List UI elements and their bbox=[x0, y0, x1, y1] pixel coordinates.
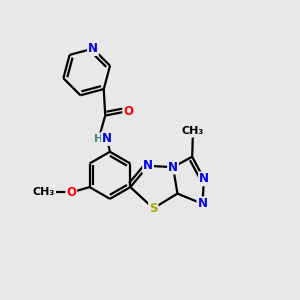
Text: O: O bbox=[123, 105, 133, 118]
Text: O: O bbox=[66, 186, 76, 199]
Text: N: N bbox=[88, 42, 98, 55]
Text: S: S bbox=[149, 202, 158, 215]
Text: H: H bbox=[94, 134, 104, 143]
Text: N: N bbox=[168, 160, 178, 174]
Text: N: N bbox=[102, 132, 112, 145]
Text: N: N bbox=[143, 159, 153, 172]
Text: N: N bbox=[199, 172, 209, 185]
Text: N: N bbox=[197, 197, 208, 210]
Text: CH₃: CH₃ bbox=[32, 188, 55, 197]
Text: CH₃: CH₃ bbox=[182, 126, 204, 136]
